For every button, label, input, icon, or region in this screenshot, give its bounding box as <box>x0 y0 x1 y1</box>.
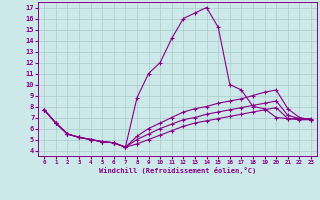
X-axis label: Windchill (Refroidissement éolien,°C): Windchill (Refroidissement éolien,°C) <box>99 167 256 174</box>
